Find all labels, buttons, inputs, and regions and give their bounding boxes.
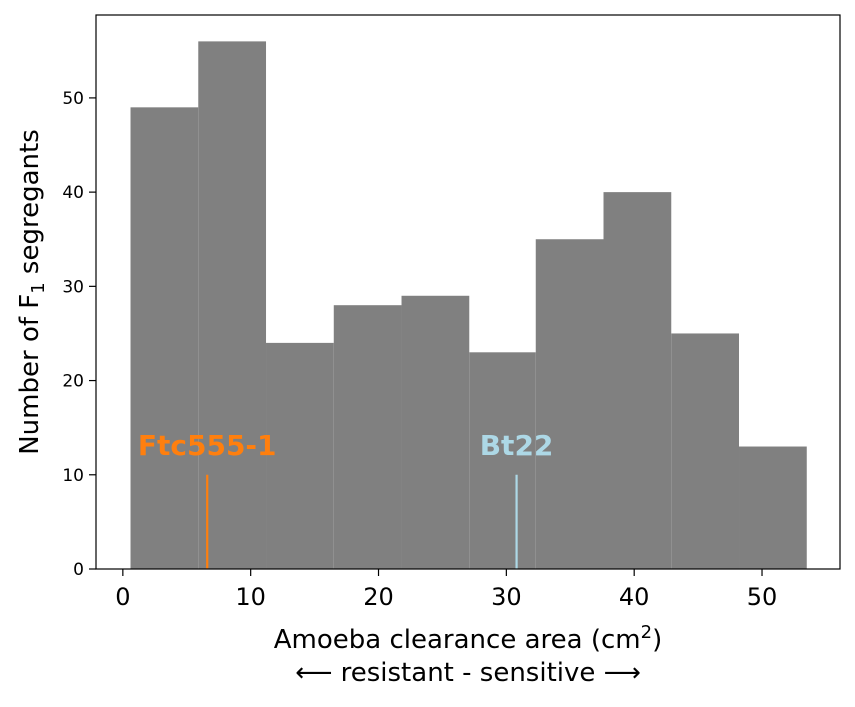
x-tick-label-3: 20 [363, 583, 394, 611]
y-tick-label-3: 20 [62, 372, 84, 392]
y-tick-label-4: 30 [62, 277, 84, 297]
axes-frame [95, 14, 841, 570]
x-axis-label-line2: ⟵ resistant - sensitive ⟶ [295, 658, 641, 688]
y-axis-label: Number of F1 segregants [15, 129, 49, 455]
x-axis-label-sup: 2 [641, 622, 652, 643]
x-tick-label-5: 40 [619, 583, 650, 611]
x-ticks-group: 0 10 20 30 40 50 [115, 569, 777, 611]
y-ticks-group: 0 10 20 30 40 50 [62, 89, 96, 580]
bars-group [130, 41, 807, 569]
x-axis-label: Amoeba clearance area (cm2) [274, 622, 662, 655]
marker-label-2: Bt22 [480, 429, 554, 462]
histogram-bar-9 [671, 333, 740, 569]
x-tick-label-2: 10 [235, 583, 266, 611]
x-axis-label-main: Amoeba clearance area (cm [274, 625, 641, 655]
y-tick-label-2: 10 [62, 466, 84, 486]
histogram-bar-6 [469, 352, 536, 569]
y-tick-label-6: 50 [62, 89, 84, 109]
y-axis-label-rest: segregants [15, 129, 45, 282]
y-axis-label-sub: 1 [28, 282, 49, 293]
x-tick-label-6: 50 [747, 583, 778, 611]
x-axis-label-close: ) [652, 625, 662, 655]
y-tick-label-1: 0 [73, 560, 84, 580]
histogram-bar-2 [198, 41, 267, 569]
histogram-bar-3 [266, 342, 334, 569]
y-axis-label-main: Number of F [15, 294, 45, 455]
y-tick-label-5: 40 [62, 183, 84, 203]
histogram-bar-8 [603, 192, 672, 569]
x-tick-label-4: 30 [491, 583, 522, 611]
histogram-bar-4 [333, 305, 402, 569]
histogram-bar-10 [739, 446, 807, 569]
markers-group: Ftc555-1 Bt22 [138, 429, 554, 569]
x-tick-label-1: 0 [115, 583, 130, 611]
histogram-bar-1 [130, 107, 199, 569]
histogram-bar-7 [535, 239, 604, 569]
histogram-bar-5 [401, 295, 470, 569]
marker-label-1: Ftc555-1 [138, 429, 277, 462]
